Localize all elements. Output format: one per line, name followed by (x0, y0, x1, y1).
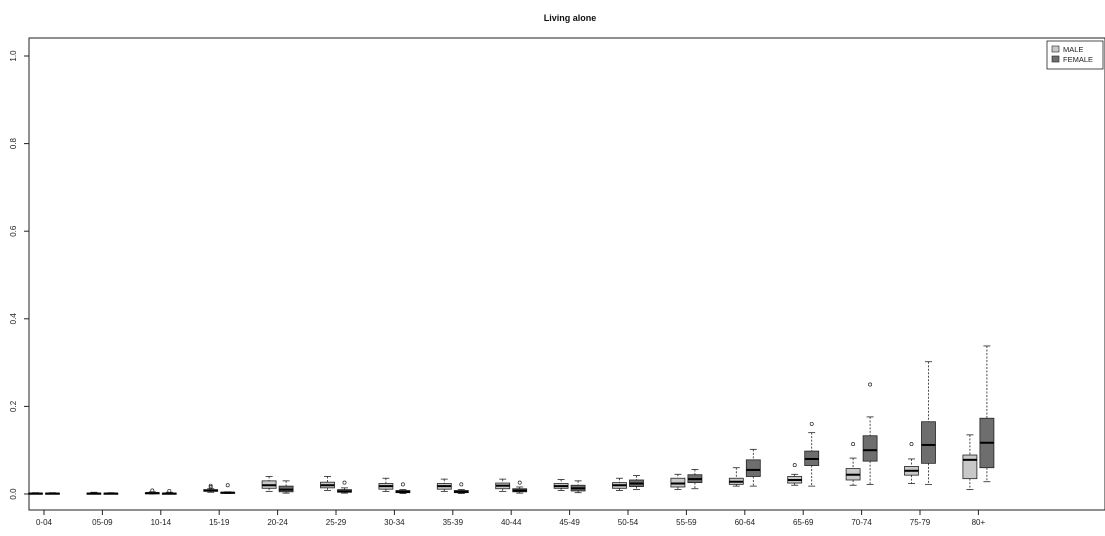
box-body (921, 421, 936, 464)
box-female-25-29 (337, 480, 352, 494)
x-tick-label: 40-44 (501, 518, 522, 527)
x-tick-label: 75-79 (910, 518, 931, 527)
x-tick-label: 50-54 (618, 518, 639, 527)
x-tick-label: 70-74 (851, 518, 872, 527)
box-male-65-69 (787, 463, 803, 486)
box-male-50-54 (612, 477, 627, 491)
legend-label-male: MALE (1063, 45, 1083, 54)
y-tick-label: 0.0 (9, 488, 18, 500)
outlier-point (909, 442, 914, 447)
box-female-10-14 (161, 488, 177, 495)
box-female-55-59 (687, 469, 703, 490)
outlier-point (517, 480, 522, 485)
box-female-50-54 (629, 475, 644, 491)
box-male-25-29 (320, 476, 335, 491)
legend-swatch-male (1051, 45, 1060, 53)
box-female-80+ (979, 345, 995, 483)
outlier-point (150, 488, 155, 493)
box-female-05-09 (103, 492, 119, 495)
outlier-point (868, 382, 873, 387)
box-female-35-39 (453, 482, 469, 494)
box-male-10-14 (144, 488, 160, 495)
y-axis: 0.0 0.2 0.4 0.6 0.8 1.0 (9, 50, 29, 500)
x-tick-label: 60-64 (735, 518, 756, 527)
y-tick-label: 0.4 (9, 313, 18, 325)
plot-frame (28, 37, 1105, 511)
outlier-point (342, 480, 347, 485)
outlier-point (792, 463, 797, 468)
box-female-60-64 (745, 448, 761, 487)
y-tick-label: 1.0 (9, 50, 18, 62)
y-tick-label: 0.6 (9, 225, 18, 237)
x-tick-label: 30-34 (384, 518, 405, 527)
legend-label-female: FEMALE (1063, 55, 1093, 64)
outlier-point (851, 442, 856, 447)
box-male-45-49 (553, 479, 569, 491)
box-female-75-79 (921, 361, 936, 485)
box-male-70-74 (845, 442, 861, 486)
series-male (28, 434, 978, 495)
outlier-point (809, 421, 814, 426)
box-female-45-49 (570, 480, 586, 494)
x-tick-label: 55-59 (676, 518, 697, 527)
box-male-40-44 (495, 478, 511, 492)
box-body (745, 459, 761, 477)
x-tick-label: 15-19 (209, 518, 230, 527)
x-tick-label: 10-14 (151, 518, 172, 527)
box-male-80+ (962, 434, 978, 491)
series-female (45, 345, 995, 495)
outlier-point (459, 482, 464, 487)
x-axis: 0-04 05-09 10-14 15-19 20-24 25-29 30-34 35-39 4… (36, 510, 986, 527)
box-male-55-59 (670, 473, 686, 491)
x-tick-label: 20-24 (267, 518, 288, 527)
box-male-05-09 (86, 491, 102, 495)
x-tick-label: 0-04 (36, 518, 53, 527)
legend-swatch-female (1051, 55, 1060, 63)
box-series-group (28, 345, 995, 495)
y-tick-label: 0.2 (9, 400, 18, 412)
x-tick-label: 45-49 (559, 518, 580, 527)
x-tick-label: 25-29 (326, 518, 347, 527)
box-female-15-19 (220, 483, 236, 494)
outlier-point (225, 483, 230, 488)
box-male-20-24 (261, 476, 277, 492)
x-tick-label: 65-69 (793, 518, 814, 527)
y-tick-label: 0.8 (9, 137, 18, 149)
box-male-30-34 (378, 477, 394, 492)
x-tick-label: 80+ (972, 518, 986, 527)
box-male-0-04 (28, 492, 43, 495)
box-male-75-79 (904, 442, 919, 484)
outlier-point (208, 483, 213, 488)
x-tick-label: 35-39 (443, 518, 464, 527)
box-body (962, 454, 978, 480)
x-tick-label: 05-09 (92, 518, 113, 527)
box-female-0-04 (45, 492, 60, 495)
box-female-20-24 (278, 480, 294, 494)
box-female-30-34 (395, 482, 411, 494)
box-male-60-64 (728, 467, 744, 487)
box-female-65-69 (804, 421, 820, 487)
box-female-40-44 (512, 480, 528, 494)
chart-title: Living alone (544, 13, 597, 23)
legend-box (1046, 40, 1104, 70)
box-female-70-74 (862, 382, 878, 485)
box-male-35-39 (436, 478, 452, 492)
outlier-point (400, 482, 405, 487)
box-body (862, 435, 878, 462)
box-male-15-19 (203, 483, 219, 493)
outlier-point (167, 488, 172, 493)
outlier-point (208, 485, 213, 489)
